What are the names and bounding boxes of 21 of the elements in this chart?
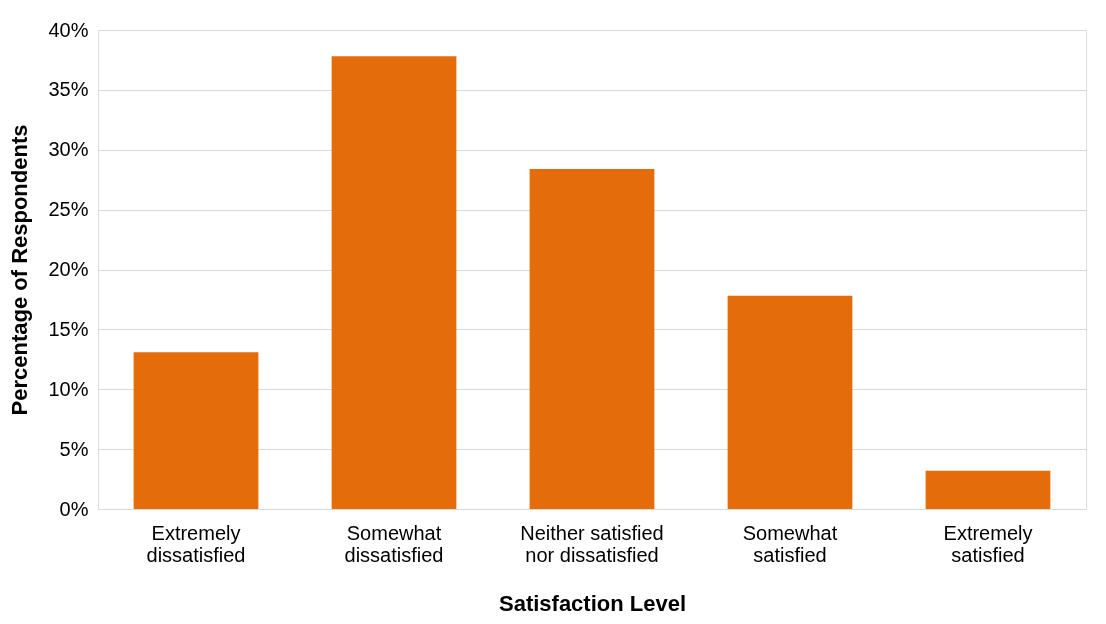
y-tick-label: 40%: [48, 18, 89, 41]
bar: [925, 470, 1051, 509]
x-axis-title: Satisfaction Level: [498, 590, 687, 616]
y-tick-label: 30%: [48, 138, 89, 161]
x-tick-label: Neither satisfied nor dissatisfied: [520, 521, 664, 566]
x-tick-label: Somewhat dissatisfied: [344, 521, 444, 566]
y-tick-label: 25%: [48, 198, 89, 221]
y-tick-label: 5%: [59, 437, 89, 460]
y-tick-label: 10%: [48, 377, 89, 400]
x-tick-label: Extremely satisfied: [943, 521, 1033, 566]
bar: [133, 352, 259, 509]
y-tick-label: 15%: [48, 317, 89, 340]
bar: [727, 295, 853, 509]
y-tick-label: 20%: [48, 258, 89, 280]
x-tick-label: Somewhat satisfied: [742, 521, 838, 566]
bar: [331, 56, 457, 509]
bar: [529, 168, 655, 509]
x-tick-label: Extremely dissatisfied: [146, 521, 246, 566]
y-axis-title: Percentage of Respondents: [7, 124, 33, 416]
y-tick-label: 35%: [48, 78, 89, 101]
y-tick-label: 0%: [59, 497, 89, 520]
